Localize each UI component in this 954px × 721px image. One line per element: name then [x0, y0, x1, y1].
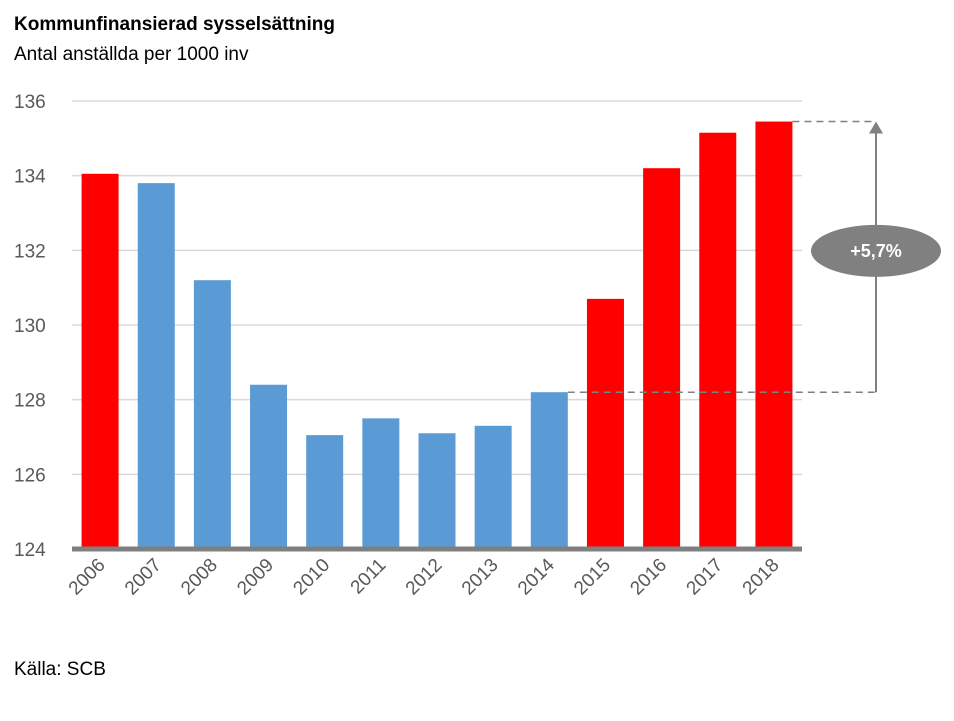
- bar-2016: [643, 168, 681, 549]
- x-tick-label: 2008: [177, 555, 222, 600]
- x-tick-label: 2010: [289, 555, 334, 600]
- bar-2013: [474, 425, 512, 549]
- y-tick-label: 136: [14, 92, 46, 113]
- bar-2007: [137, 183, 175, 549]
- y-tick-label: 130: [14, 316, 46, 337]
- y-tick-label: 126: [14, 465, 46, 486]
- annotation-arrow-head-icon: [869, 121, 883, 134]
- bar-2008: [193, 280, 231, 549]
- y-tick-label: 128: [14, 391, 46, 412]
- x-tick-label: 2012: [402, 555, 447, 600]
- annotation-label: +5,7%: [850, 241, 902, 261]
- bar-2017: [699, 132, 737, 549]
- bar-2006: [81, 173, 119, 550]
- x-tick-label: 2015: [570, 555, 615, 600]
- bar-2015: [586, 298, 624, 549]
- x-tick-label: 2006: [65, 555, 110, 600]
- x-tick-label: 2018: [739, 555, 784, 600]
- chart-subtitle: Antal anställda per 1000 inv: [14, 44, 249, 65]
- bar-2012: [418, 433, 456, 549]
- x-tick-label: 2016: [626, 555, 671, 600]
- x-tick-label: 2017: [683, 555, 728, 600]
- y-tick-label: 134: [14, 167, 46, 188]
- bar-2011: [362, 418, 400, 549]
- x-tick-label: 2013: [458, 555, 503, 600]
- y-tick-label: 132: [14, 241, 46, 262]
- x-tick-label: 2011: [347, 555, 391, 599]
- y-tick-label: 124: [14, 540, 46, 561]
- x-tick-label: 2007: [121, 555, 166, 600]
- bar-2018: [755, 121, 793, 550]
- bar-2010: [306, 435, 344, 549]
- annotation-badge: [811, 224, 941, 277]
- x-tick-label: 2009: [233, 555, 278, 600]
- x-tick-label: 2014: [514, 554, 559, 599]
- bar-2014: [530, 392, 568, 549]
- chart-source: Källa: SCB: [14, 659, 106, 680]
- chart-title: Kommunfinansierad sysselsättning: [14, 14, 335, 35]
- bar-2009: [250, 384, 288, 549]
